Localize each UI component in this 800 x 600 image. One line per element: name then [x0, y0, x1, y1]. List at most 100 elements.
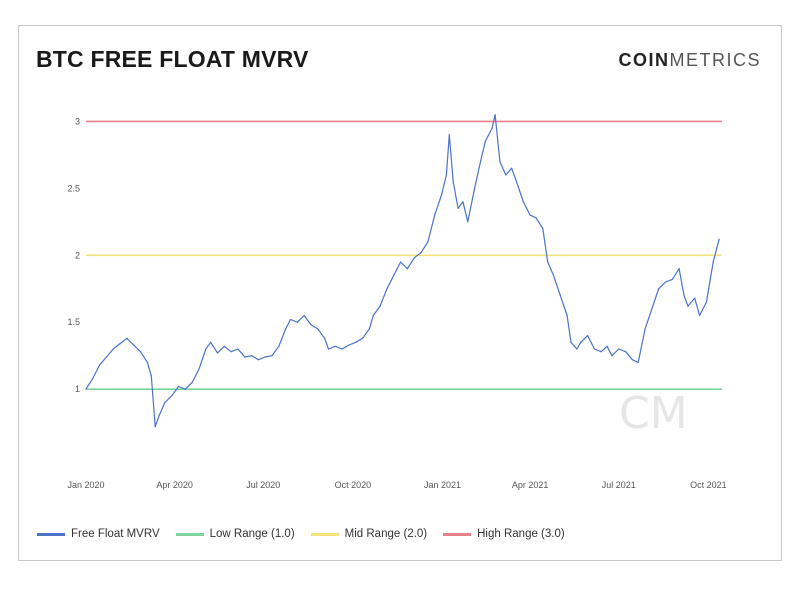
legend-label: Low Range (1.0) [209, 528, 295, 540]
data-point [505, 174, 507, 176]
data-point [158, 415, 160, 417]
data-point [150, 375, 152, 377]
data-point [146, 361, 148, 363]
data-point [484, 140, 486, 143]
data-point [216, 352, 219, 354]
data-point [427, 241, 429, 243]
data-point [413, 257, 415, 259]
data-point [112, 348, 114, 350]
data-point [671, 278, 673, 280]
y-tick-label: 1.5 [67, 317, 80, 327]
data-point [327, 348, 330, 350]
x-tick-label: Apr 2021 [512, 480, 549, 490]
data-point [559, 294, 561, 297]
data-point [133, 344, 135, 346]
reference-lines [86, 120, 722, 390]
data-point [386, 288, 388, 290]
data-point [606, 345, 608, 347]
chart-legend: Free Float MVRV Low Range (1.0) Mid Range … [37, 528, 565, 540]
y-tick-label: 2.5 [67, 183, 80, 193]
data-point [210, 341, 212, 343]
legend-swatch [310, 532, 339, 536]
data-point [399, 261, 402, 263]
data-point [191, 381, 193, 384]
series-layer [85, 114, 720, 428]
data-point [264, 356, 266, 358]
data-point [570, 341, 572, 343]
data-point [177, 385, 180, 388]
data-point [440, 194, 443, 196]
data-point [522, 201, 524, 203]
chart-title: BTC FREE FLOAT MVRV [36, 46, 309, 72]
data-point [257, 359, 259, 361]
data-point [457, 207, 459, 210]
data-point [515, 181, 518, 183]
legend-swatch [37, 532, 65, 536]
data-point [552, 274, 555, 276]
chart-card: BTC FREE FLOAT MVRV COINMETRICS 1 1.5 2 2.5… [18, 25, 782, 561]
data-point [547, 261, 549, 263]
data-point [499, 160, 501, 163]
data-point [289, 318, 292, 321]
data-point [511, 167, 513, 169]
data-point [474, 187, 476, 189]
data-point [341, 348, 343, 350]
y-tick-label: 1 [75, 384, 80, 394]
data-point [126, 337, 128, 339]
data-point [171, 395, 173, 397]
x-tick-label: Jan 2021 [424, 480, 461, 490]
legend-swatch [175, 532, 204, 536]
logo-text-metrics: METRICS [669, 50, 761, 70]
data-point [303, 314, 305, 317]
x-tick-label: Jul 2020 [246, 480, 280, 490]
data-point [355, 341, 357, 343]
legend-label: High Range (3.0) [477, 528, 565, 540]
data-point [445, 174, 447, 176]
data-point [164, 401, 166, 404]
data-point [705, 301, 708, 303]
x-tick-label: Oct 2020 [335, 480, 372, 490]
data-point [624, 351, 627, 353]
data-point [250, 355, 253, 357]
data-point [105, 356, 108, 358]
data-point [593, 348, 596, 350]
data-point [467, 221, 469, 223]
data-point [244, 356, 246, 358]
data-point [85, 388, 87, 390]
data-point [586, 334, 589, 337]
data-point [580, 341, 582, 343]
data-point [223, 345, 225, 347]
legend-item: High Range (3.0) [443, 528, 565, 540]
data-point [658, 288, 660, 290]
data-point [529, 214, 531, 216]
data-point [494, 114, 496, 116]
data-point [718, 238, 720, 240]
data-point [285, 328, 287, 330]
data-point [296, 321, 298, 323]
x-tick-label: Oct 2021 [690, 480, 727, 490]
x-tick-label: Jan 2020 [67, 480, 104, 490]
y-tick-label: 3 [75, 116, 80, 126]
data-point [434, 214, 436, 216]
data-point [678, 268, 680, 270]
data-point [368, 328, 371, 330]
data-point [566, 314, 568, 317]
logo-text-coin: COIN [618, 50, 670, 70]
data-point [379, 305, 381, 307]
legend-item: Mid Range (2.0) [310, 528, 427, 540]
data-point [687, 305, 689, 307]
data-point [491, 127, 493, 129]
data-point [611, 355, 613, 357]
legend-item: Low Range (1.0) [175, 528, 295, 540]
data-point [448, 134, 450, 136]
x-tick-label: Apr 2020 [156, 480, 193, 490]
mvrv-chart: 1 1.5 2 2.5 3 Jan 2020 Apr 2020 Jul 2020 Oct 20… [67, 114, 727, 490]
data-point [372, 314, 374, 317]
data-point [542, 227, 544, 230]
data-point [452, 181, 454, 183]
data-point [651, 308, 653, 310]
data-point [198, 368, 200, 370]
x-axis: Jan 2020 Apr 2020 Jul 2020 Oct 2020 Jan 2021… [67, 480, 726, 490]
data-point [154, 426, 156, 428]
data-point [698, 314, 701, 317]
